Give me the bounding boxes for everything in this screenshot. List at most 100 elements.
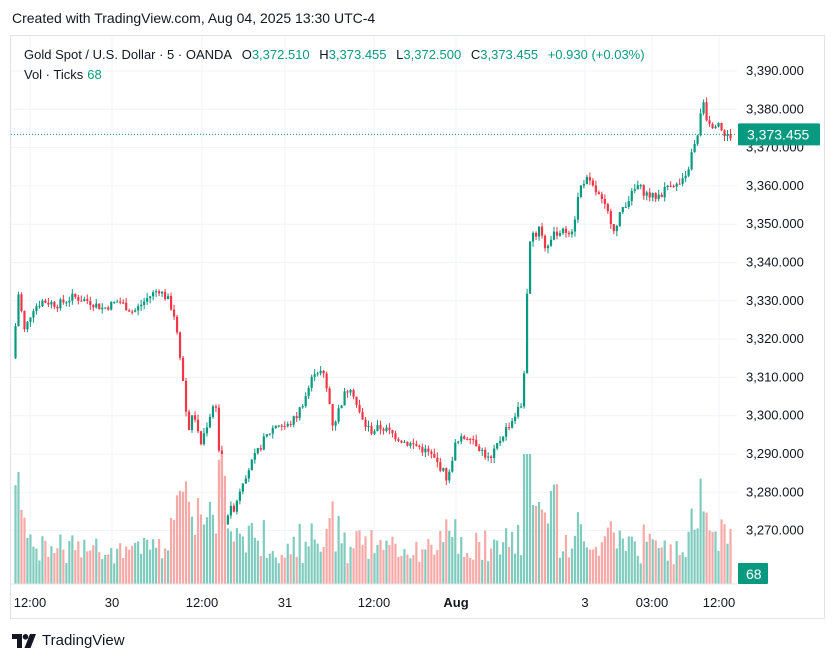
volume-bar [244,552,247,584]
volume-bar [397,556,400,584]
volume-bar [645,541,648,584]
candle [65,302,68,304]
volume-bar [439,531,442,584]
candle [576,196,580,220]
candle [361,411,364,420]
candle [184,380,188,412]
volume-bar [540,509,544,584]
candle [555,231,559,236]
volume-bar [597,555,600,584]
open-value: 3,372.510 [251,47,310,62]
candle [415,444,418,446]
volume-bar [77,541,80,584]
candle [17,294,20,327]
high-value: 3,373.455 [328,47,387,62]
volume-bar [190,516,194,584]
volume-bar [666,560,669,584]
candle [466,438,469,440]
volume-bar [690,508,693,584]
candle [726,134,729,136]
candle [543,235,547,249]
footer-brand: TradingView [12,632,125,649]
volume-bar [337,515,340,584]
candle [525,293,529,374]
volume-bar [469,558,472,584]
volume-bar [409,558,412,584]
volume-legend: Vol · Ticks 68 [24,65,102,85]
candle [325,373,328,389]
volume-bar [654,540,657,584]
candle [340,405,343,409]
volume-bar [573,535,577,584]
candle [687,169,690,176]
candle [585,177,589,185]
volume-bar [552,484,556,584]
volume-bar [720,519,723,584]
candle [134,310,137,312]
candle [618,212,621,226]
volume-bar [534,505,538,584]
symbol-label[interactable]: Gold Spot / U.S. Dollar · 5 · OANDA [24,47,233,62]
candle [107,307,110,310]
volume-label[interactable]: Vol · Ticks [24,67,84,82]
candle [537,226,541,237]
candle [265,434,268,437]
last-price-label: 3,373.455 [747,126,809,142]
volume-bar [223,475,227,584]
volume-bar [358,530,361,584]
candle [23,310,26,330]
candle [612,224,615,232]
ohlc-legend: Gold Spot / U.S. Dollar · 5 · OANDA O3,3… [24,45,645,65]
candle [292,416,295,425]
volume-bar [68,541,71,584]
candle [229,505,232,516]
volume-bar [415,541,418,584]
volume-bar [160,558,164,584]
chart-caption: Created with TradingView.com, Aug 04, 20… [12,10,376,26]
volume-bar [705,512,708,584]
candle [406,441,409,446]
price-tick-label: 3,380.000 [746,101,804,116]
candle [80,300,83,302]
candle [370,425,373,434]
volume-bar [268,553,271,584]
candle [600,194,603,199]
candle [552,231,556,240]
candle [187,411,191,431]
candle [250,459,253,471]
candle [205,427,209,434]
candle [514,416,517,422]
volume-bar [140,553,143,584]
volume-bar [514,553,517,584]
volume-bar [128,549,131,584]
volume-bar [609,521,612,584]
candle [26,321,29,330]
volume-bar [448,530,451,584]
volume-bar [555,484,559,584]
volume-bar [591,549,594,584]
volume-bar [62,549,65,584]
volume-bar [693,529,696,584]
price-tick-label: 3,360.000 [746,178,804,193]
candle [352,390,355,397]
candle [193,415,197,420]
candle [355,396,358,405]
candle [609,211,612,225]
candle [83,299,86,302]
volume-bar [152,539,155,584]
volume-bar [624,550,627,584]
candle [522,373,526,407]
candle [268,433,271,435]
volume-bar [298,523,301,584]
volume-bar [134,542,137,584]
candle [499,440,502,444]
volume-bar [543,512,547,584]
volume-bar [163,548,167,584]
volume-bar [74,550,77,584]
volume-bar [660,547,663,584]
volume-bar [316,543,319,584]
volume-bar [17,471,20,584]
volume-bar [702,511,705,584]
volume-bar [669,544,672,584]
